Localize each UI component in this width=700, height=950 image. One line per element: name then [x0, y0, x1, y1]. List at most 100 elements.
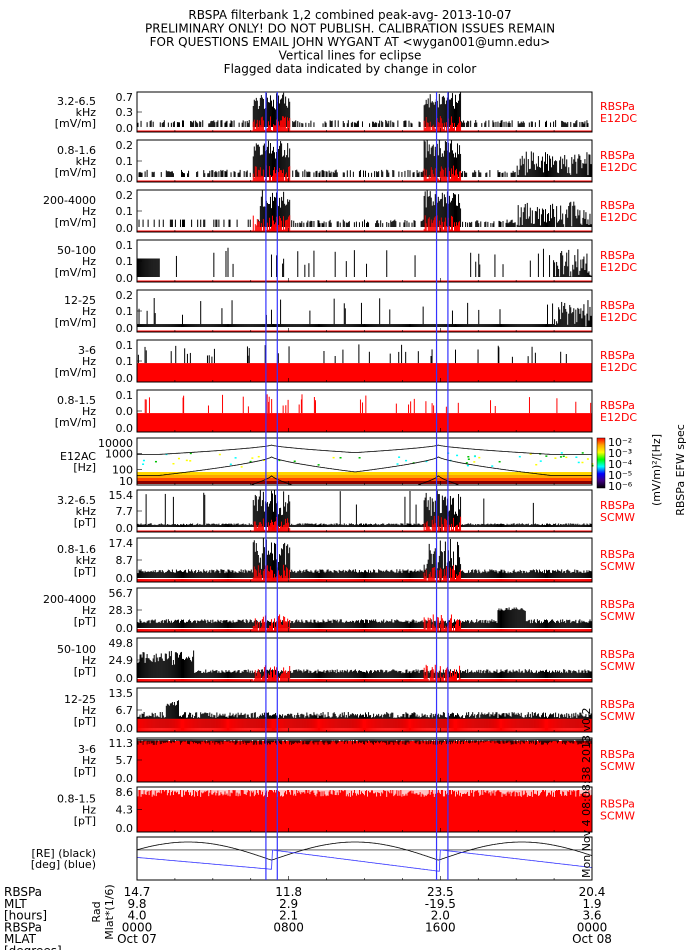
y-axis-label-line: [mV/m]	[55, 416, 96, 429]
y-tick-label: 0.1	[116, 339, 134, 352]
panel-frame	[136, 239, 593, 283]
spectrogram-pixel	[278, 459, 281, 462]
instrument-label: RBSPa	[600, 149, 635, 162]
spectrogram-pixel	[581, 452, 584, 454]
panel-frame	[136, 91, 593, 133]
y-tick-label: 0.1	[116, 305, 134, 318]
spectrogram-pixel	[293, 460, 296, 463]
panels: 0.70.30.03.2-6.5 kHz [mV/m]RBSPaE12DC0.20.…	[31, 91, 687, 940]
y-axis-label-line: [pT]	[74, 565, 96, 578]
spectrogram-pixel	[565, 456, 568, 459]
spectrogram-band	[137, 472, 592, 475]
colorbar-tick: 10⁻⁵	[608, 469, 632, 482]
spectrogram-pixel	[545, 455, 548, 457]
instrument-label: RBSPa	[600, 100, 635, 113]
instrument-label: RBSPa	[600, 548, 635, 561]
spectrogram-pixel	[398, 456, 401, 458]
spectrogram-pixel	[189, 460, 192, 462]
panel-frame	[136, 139, 593, 183]
instrument-label: E12DC	[600, 211, 637, 224]
y-axis-label-line: kHz	[76, 106, 97, 119]
colorbar-scale	[596, 437, 606, 489]
y-axis-label-line: [Hz]	[73, 461, 96, 474]
y-tick-label: 15.4	[109, 489, 134, 502]
y-axis-label-line: [mV/m]	[55, 316, 96, 329]
spectrogram-pixel	[467, 456, 470, 458]
y-axis-label-line: [mV/m]	[55, 216, 96, 229]
spectrogram-pixel	[554, 457, 557, 459]
y-tick-label: 0.1	[116, 255, 134, 268]
spectrogram-pixel	[466, 464, 469, 467]
spectrogram-pixel	[229, 463, 232, 466]
instrument-label: E12DC	[600, 112, 637, 125]
y-axis-label-line: 50-100	[57, 244, 96, 257]
spectrogram-pixel	[473, 461, 476, 463]
y-axis-label-line: [mV/m]	[55, 166, 96, 179]
title-line: Vertical lines for eclipse	[279, 49, 422, 63]
y-tick-label: 1000	[105, 448, 133, 461]
y-tick-label: 0.2	[116, 189, 134, 202]
y-axis-label: 0.8-1.6 kHz [pT]	[57, 543, 96, 578]
instrument-label: SCMW	[600, 511, 635, 524]
y-axis-label-line: 3.2-6.5	[57, 494, 96, 507]
spectrogram-pixel	[317, 464, 320, 466]
instrument-label: RBSPa	[600, 399, 635, 412]
title-line: RBSPA filterbank 1,2 combined peak-avg- …	[188, 8, 511, 22]
instrument-label: RBSPa	[600, 299, 635, 312]
y-tick-label: 10	[119, 475, 133, 488]
title-line: Flagged data indicated by change in colo…	[224, 62, 477, 76]
spectrogram-pixel	[478, 456, 481, 459]
instrument-label: RBSPa	[600, 249, 635, 262]
spectrogram-pixel	[498, 460, 501, 463]
title-line: PRELIMINARY ONLY! DO NOT PUBLISH. CALIBR…	[145, 22, 555, 36]
spectrogram-pixel	[263, 459, 266, 461]
instrument-label: RBSPa	[600, 199, 635, 212]
spectrogram-pixel	[257, 455, 260, 458]
spectrogram-pixel	[539, 460, 542, 462]
panel-8: 10⁻²10⁻³10⁻⁴10⁻⁵10⁻⁶ (mV/m)²/[Hz] RBSPa EF…	[60, 424, 687, 516]
spectrogram-pixel	[332, 456, 335, 459]
spectrogram-pixel	[218, 453, 221, 456]
y-axis-label-line: [mV/m]	[55, 117, 96, 130]
y-axis-label: 12-25 Hz [mV/m]	[55, 294, 96, 329]
spectrogram-pixel	[251, 457, 254, 459]
y-axis-label-line: 3-6	[78, 344, 96, 357]
flagged-fill	[137, 363, 592, 382]
instrument-label: E12DC	[600, 361, 637, 374]
y-axis-label-line: 200-4000	[43, 194, 96, 207]
instrument-label: E12DC	[600, 311, 637, 324]
y-tick-label: 0.0	[116, 172, 134, 185]
y-axis-label: 3.2-6.5 kHz [mV/m]	[55, 95, 96, 130]
instrument-label: E12DC	[600, 261, 637, 274]
y-tick-label: 0.0	[116, 522, 134, 535]
spectrogram-pixel	[177, 457, 180, 460]
y-tick-label: 0.3	[116, 106, 134, 119]
spectrogram-pixel	[529, 453, 532, 455]
spectrogram-pixel	[405, 459, 408, 462]
y-axis-label: 3-6 Hz [mV/m]	[55, 344, 96, 379]
y-axis-label: 200-4000 Hz [mV/m]	[43, 194, 96, 229]
y-tick-label: 8.7	[116, 554, 134, 567]
spectrogram-pixel	[234, 457, 237, 459]
frequency-line	[137, 444, 592, 455]
spectrogram-pixel	[396, 463, 399, 465]
y-axis-label-line: 12-25	[64, 294, 96, 307]
title-line: FOR QUESTIONS EMAIL JOHN WYGANT AT <wyga…	[150, 35, 551, 49]
y-axis-label-line: Hz	[82, 305, 96, 318]
spectrogram-pixel	[456, 454, 459, 457]
spectrogram-pixel	[577, 461, 580, 464]
frequency-line	[137, 456, 592, 476]
instrument-label: RBSPa	[600, 499, 635, 512]
colorbar-tick: 10⁻⁶	[608, 480, 633, 493]
spectrogram-pixel	[559, 456, 562, 458]
y-axis-label-line: 0.8-1.5	[57, 394, 96, 407]
y-axis-label: 50-100 Hz [mV/m]	[55, 244, 96, 279]
y-axis-label-line: Hz	[82, 205, 96, 218]
colorbar-tick: 10⁻⁴	[608, 458, 633, 471]
